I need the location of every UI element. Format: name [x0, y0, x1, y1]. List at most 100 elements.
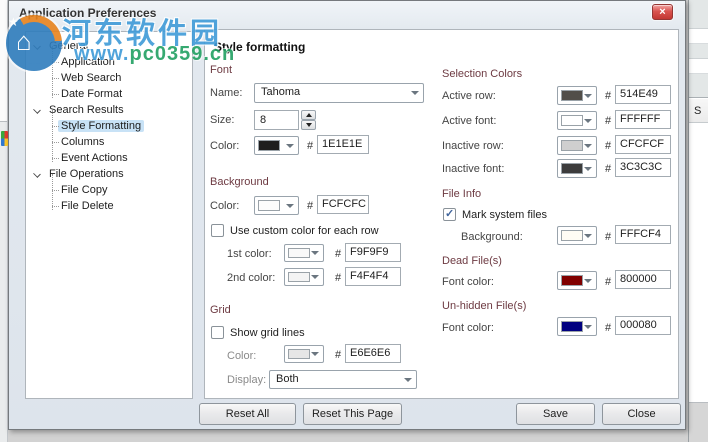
hash-symbol: #: [605, 115, 612, 127]
color-swatch: [288, 272, 310, 282]
reset-this-page-button[interactable]: Reset This Page: [303, 403, 402, 425]
background-window-right-edge: S: [688, 0, 708, 442]
first-color-hex-input[interactable]: F9F9F9: [345, 243, 401, 262]
background-color-hex-input[interactable]: FCFCFC: [317, 195, 369, 214]
background-row: [689, 0, 708, 29]
background-color-dropdown[interactable]: [254, 196, 299, 215]
tree-item-event-actions[interactable]: Event Actions: [26, 150, 131, 166]
second-color-dropdown[interactable]: [284, 268, 324, 286]
title-bar[interactable]: Application Preferences ×: [9, 1, 685, 25]
tree-connector: [52, 94, 59, 95]
close-button[interactable]: Close: [602, 403, 681, 425]
font-color-hex-input[interactable]: 1E1E1E: [317, 135, 369, 154]
chevron-down-icon: [286, 203, 294, 208]
font-size-stepper[interactable]: [301, 110, 316, 130]
file-info-header: File Info: [442, 188, 482, 200]
background-row: [689, 29, 708, 44]
tree-connector: [52, 46, 53, 98]
chevron-down-icon: [584, 233, 592, 238]
grid-color-hex-input[interactable]: E6E6E6: [345, 344, 401, 363]
preferences-tree[interactable]: General Application Web Search Date Form…: [25, 31, 193, 399]
grid-color-dropdown[interactable]: [284, 345, 324, 363]
hash-symbol: #: [335, 248, 342, 260]
tree-item-date-format[interactable]: Date Format: [26, 86, 125, 102]
tree-connector: [52, 62, 59, 63]
inactive-font-color-dropdown[interactable]: [557, 159, 597, 178]
first-color-label: 1st color:: [227, 248, 272, 260]
background-row: [689, 59, 708, 74]
inactive-row-hex-input[interactable]: CFCFCF: [615, 135, 671, 154]
fileinfo-background-hex-input[interactable]: FFFCF4: [615, 225, 671, 244]
show-grid-lines-label[interactable]: Show grid lines: [230, 327, 305, 339]
unhidden-files-color-dropdown[interactable]: [557, 317, 597, 336]
tree-connector: [52, 126, 59, 127]
tree-connector: [52, 110, 53, 162]
dead-files-header: Dead File(s): [442, 255, 502, 267]
tree-item-file-copy[interactable]: File Copy: [26, 182, 110, 198]
tree-connector: [52, 78, 59, 79]
dead-files-hex-input[interactable]: 800000: [615, 270, 671, 289]
mark-system-files-checkbox[interactable]: [443, 207, 456, 221]
hash-symbol: #: [307, 200, 314, 212]
tree-item-application[interactable]: Application: [26, 54, 118, 70]
tree-item-columns[interactable]: Columns: [26, 134, 107, 150]
spin-down-icon[interactable]: [301, 120, 316, 130]
font-color-label: Color:: [210, 140, 240, 152]
reset-all-button[interactable]: Reset All: [199, 403, 296, 425]
color-swatch: [258, 200, 280, 211]
font-name-select[interactable]: Tahoma: [254, 83, 424, 103]
page-title: Style formatting: [214, 40, 306, 54]
background-row: [689, 74, 708, 98]
inactive-row-color-dropdown[interactable]: [557, 136, 597, 155]
color-swatch: [288, 349, 310, 359]
tree-item-style-formatting[interactable]: Style Formatting: [26, 118, 145, 134]
dialog-title: Application Preferences: [19, 6, 157, 20]
tree-item-search-results[interactable]: Search Results: [26, 102, 127, 118]
color-swatch: [561, 90, 583, 101]
grid-display-select[interactable]: Both: [269, 370, 417, 389]
active-row-hex-input[interactable]: 514E49: [615, 85, 671, 104]
chevron-down-icon[interactable]: [33, 106, 41, 114]
font-color-dropdown[interactable]: [254, 136, 299, 155]
use-custom-color-label[interactable]: Use custom color for each row: [230, 225, 379, 237]
dead-files-font-color-label: Font color:: [442, 276, 494, 288]
dead-files-color-dropdown[interactable]: [557, 271, 597, 290]
hash-symbol: #: [605, 231, 612, 243]
inactive-font-hex-input[interactable]: 3C3C3C: [615, 158, 671, 177]
spin-up-icon[interactable]: [301, 110, 316, 120]
tree-item-web-search[interactable]: Web Search: [26, 70, 124, 86]
active-row-color-dropdown[interactable]: [557, 86, 597, 105]
tree-item-general[interactable]: General: [26, 38, 91, 54]
background-section-header: Background: [210, 176, 269, 188]
save-button[interactable]: Save: [516, 403, 595, 425]
fileinfo-background-dropdown[interactable]: [557, 226, 597, 245]
color-swatch: [561, 321, 583, 332]
inactive-row-label: Inactive row:: [442, 140, 504, 152]
use-custom-color-checkbox[interactable]: [211, 224, 224, 237]
tree-connector: [52, 142, 59, 143]
background-panel: [0, 0, 7, 122]
color-swatch: [561, 275, 583, 286]
unhidden-files-hex-input[interactable]: 000080: [615, 316, 671, 335]
toolbar-app-icon: [1, 131, 8, 146]
mark-system-files-label[interactable]: Mark system files: [462, 209, 547, 221]
font-size-input[interactable]: 8: [254, 110, 299, 130]
tree-item-file-delete[interactable]: File Delete: [26, 198, 117, 214]
second-color-hex-input[interactable]: F4F4F4: [345, 267, 401, 286]
tree-connector: [52, 158, 59, 159]
hash-symbol: #: [605, 140, 612, 152]
show-grid-lines-checkbox[interactable]: [211, 326, 224, 339]
tree-item-file-operations[interactable]: File Operations: [26, 166, 127, 182]
style-formatting-page: Style formatting Font Name: Tahoma Size:…: [204, 29, 679, 399]
active-font-color-dropdown[interactable]: [557, 111, 597, 130]
active-font-hex-input[interactable]: FFFFFF: [615, 110, 671, 129]
second-color-label: 2nd color:: [227, 272, 276, 284]
tree-connector: [52, 174, 53, 210]
chevron-down-icon: [404, 377, 412, 382]
first-color-dropdown[interactable]: [284, 244, 324, 262]
chevron-down-icon[interactable]: [33, 42, 41, 50]
chevron-down-icon[interactable]: [33, 170, 41, 178]
unhidden-files-header: Un-hidden File(s): [442, 300, 527, 312]
active-row-label: Active row:: [442, 90, 496, 102]
close-icon[interactable]: ×: [652, 4, 673, 20]
